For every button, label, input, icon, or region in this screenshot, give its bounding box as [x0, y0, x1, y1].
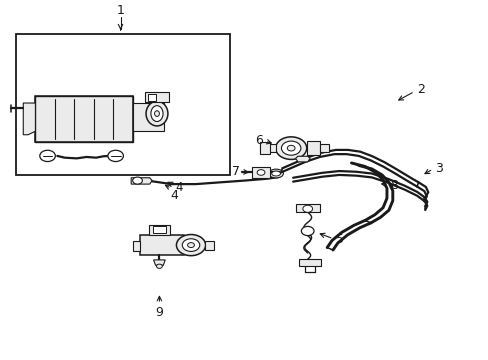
Circle shape	[301, 226, 313, 235]
Polygon shape	[295, 204, 319, 212]
Polygon shape	[306, 141, 320, 155]
Ellipse shape	[151, 106, 163, 122]
Polygon shape	[132, 103, 164, 131]
Polygon shape	[23, 103, 35, 135]
Text: 4: 4	[170, 189, 178, 202]
Bar	[152, 226, 166, 234]
Bar	[320, 144, 328, 152]
Text: 8: 8	[389, 179, 398, 192]
Circle shape	[40, 150, 55, 162]
Bar	[148, 94, 155, 100]
Circle shape	[182, 239, 200, 251]
Circle shape	[275, 137, 306, 159]
Circle shape	[176, 234, 205, 256]
Circle shape	[287, 145, 294, 151]
Circle shape	[281, 141, 300, 155]
Bar	[259, 142, 270, 154]
Text: 6: 6	[255, 134, 263, 147]
Polygon shape	[140, 235, 183, 255]
Polygon shape	[295, 156, 309, 162]
Text: 9: 9	[155, 306, 163, 319]
Text: 4: 4	[167, 181, 182, 194]
Bar	[16, 34, 229, 175]
Text: 5: 5	[335, 233, 343, 246]
Bar	[35, 96, 132, 142]
Polygon shape	[259, 144, 275, 152]
Text: 1: 1	[116, 4, 124, 17]
Text: 3: 3	[434, 162, 442, 175]
Text: 2: 2	[416, 84, 424, 96]
Ellipse shape	[268, 169, 283, 178]
Bar	[144, 92, 169, 102]
Ellipse shape	[271, 171, 280, 176]
Circle shape	[156, 264, 162, 268]
Circle shape	[132, 177, 142, 184]
Circle shape	[257, 170, 264, 175]
Polygon shape	[252, 167, 269, 178]
Ellipse shape	[154, 111, 159, 116]
Polygon shape	[35, 96, 132, 142]
Polygon shape	[132, 240, 140, 251]
Circle shape	[187, 243, 194, 248]
Bar	[204, 240, 214, 250]
Circle shape	[302, 205, 312, 212]
Text: 7: 7	[231, 165, 239, 178]
Polygon shape	[299, 259, 320, 266]
Polygon shape	[153, 260, 165, 265]
Circle shape	[108, 150, 123, 162]
Ellipse shape	[146, 101, 167, 126]
Polygon shape	[131, 178, 152, 184]
Bar	[148, 225, 170, 235]
